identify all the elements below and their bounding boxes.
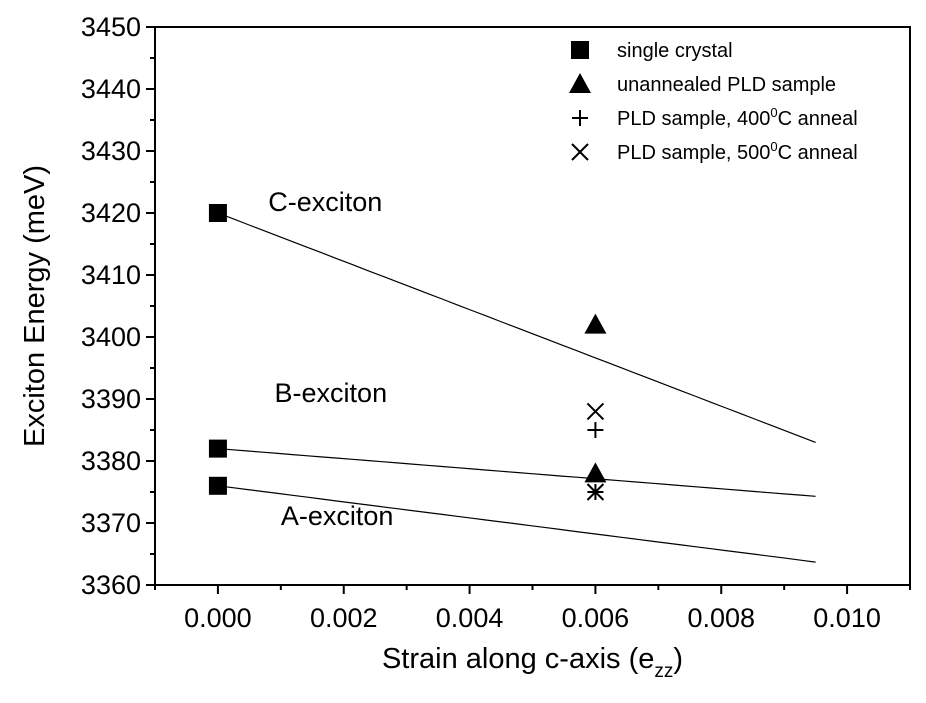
annotation-c-exciton: C-exciton [268,187,382,217]
y-tick-label: 3420 [81,198,141,228]
plus-marker [572,110,588,126]
cross-b [571,143,589,161]
cross-marker [586,483,605,501]
triangle-marker [584,313,607,334]
x-tick-label: 0.002 [310,603,378,633]
y-axis-title: Exciton Energy (meV) [19,165,51,447]
square-marker [571,41,589,59]
square-marker [208,439,227,458]
y-tick-label: 3410 [81,260,141,290]
x-tick-label: 0.006 [562,603,630,633]
x-tick-label: 0.000 [184,603,252,633]
triangle-marker [569,73,591,93]
x-axis-title: Strain along c-axis (ezz) [382,643,683,682]
y-tick-label: 3370 [81,508,141,538]
fit-line-a-exciton [217,485,816,563]
x-tick-label: 0.008 [687,603,755,633]
legend: single crystal unannealed PLD sample PLD s… [569,40,858,164]
cross-b [586,402,605,421]
cross-marker [586,402,605,421]
fit-lines [217,212,816,563]
y-tick-label: 3430 [81,136,141,166]
y-tick-label: 3400 [81,322,141,352]
fit-line-c-exciton [217,212,816,443]
data-markers [208,204,607,501]
legend-label: single crystal [617,40,733,62]
cross-b [586,483,605,501]
annotations: C-exciton B-exciton A-exciton [268,187,393,531]
y-tick-label: 3360 [81,570,141,600]
fit-line-b-exciton [217,448,816,497]
square-marker [208,476,227,495]
y-tick-label: 3390 [81,384,141,414]
cross-marker [571,143,589,161]
triangle-marker [584,462,607,483]
legend-label: PLD sample, 5000C anneal [617,139,858,164]
legend-label: unannealed PLD sample [617,74,836,96]
axes: 3360 3370 3380 3390 3400 3410 3420 3430 3440 3450… [19,12,911,682]
plus-marker [587,422,604,438]
x-tick-label: 0.010 [813,603,881,633]
legend-label: PLD sample, 4000C anneal [617,105,858,130]
annotation-a-exciton: A-exciton [281,501,394,531]
square-marker [208,204,227,222]
x-tick-label: 0.004 [436,603,504,633]
y-tick-label: 3440 [81,74,141,104]
y-tick-label: 3380 [81,446,141,476]
y-tick-label: 3450 [81,12,141,42]
annotation-b-exciton: B-exciton [275,378,388,408]
